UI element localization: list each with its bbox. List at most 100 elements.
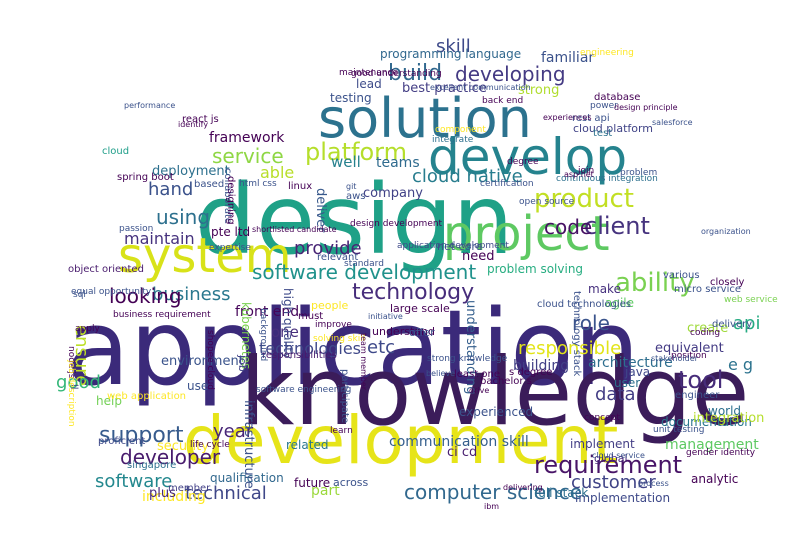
word: various	[663, 270, 700, 281]
word: system	[118, 228, 292, 284]
word: skill	[436, 36, 471, 57]
word: teams	[376, 155, 420, 171]
word: least one	[454, 369, 500, 380]
word: asp net	[564, 170, 594, 179]
word: web service	[724, 295, 778, 305]
word: platform	[305, 138, 407, 166]
word: java	[625, 365, 651, 379]
word: continuous integration	[556, 174, 658, 184]
word: designing	[225, 176, 236, 225]
word: cloud technologies	[537, 299, 632, 310]
word: good understanding	[351, 69, 442, 79]
word: organization	[701, 227, 751, 236]
word: delivering	[503, 483, 543, 492]
word: position	[671, 351, 707, 361]
word: hand	[148, 179, 194, 200]
word: back end	[482, 96, 524, 106]
word: react js	[182, 114, 219, 125]
word: drive	[469, 386, 490, 395]
word: problem	[620, 168, 658, 178]
word: life cycle	[190, 440, 230, 450]
word: strong	[518, 83, 560, 98]
word: singapore	[127, 460, 177, 471]
word: test	[593, 128, 613, 139]
word: support	[99, 423, 184, 448]
word: future	[294, 476, 331, 490]
word: solving skill	[313, 334, 366, 344]
word: security	[157, 439, 209, 454]
word: problem solving	[487, 262, 584, 276]
word: user	[614, 376, 641, 390]
word: integration	[693, 411, 765, 426]
word: develop	[428, 128, 628, 186]
word: global	[594, 452, 628, 465]
word: component	[435, 125, 486, 135]
word: strong knowledge	[427, 354, 508, 364]
word: s degree	[509, 367, 553, 378]
word: building	[513, 358, 570, 374]
word: help	[96, 394, 122, 408]
word: good	[56, 372, 101, 393]
word: net core	[437, 240, 483, 253]
word: coding	[690, 328, 721, 338]
word: participate	[339, 369, 350, 424]
word: excellent communication	[430, 83, 531, 92]
word: including	[142, 489, 206, 505]
word: high quality	[281, 288, 295, 360]
word: maintain	[124, 229, 195, 248]
word: customer	[571, 472, 656, 493]
word: stakeholder	[651, 354, 698, 363]
word: based	[194, 179, 225, 190]
word: job	[236, 355, 249, 372]
word: best practice	[402, 81, 487, 96]
word: must	[298, 311, 324, 322]
word: e g	[728, 355, 754, 374]
word: looking	[109, 284, 182, 308]
word: design principle	[614, 103, 678, 112]
word: large scale	[390, 302, 450, 315]
word: agile	[605, 296, 635, 310]
word: client	[584, 212, 650, 240]
word: identify	[178, 120, 209, 129]
word: knowledge	[240, 338, 750, 447]
word: aws	[346, 191, 366, 202]
word: integrate	[432, 135, 474, 145]
word: power	[590, 101, 618, 111]
word: offer	[409, 326, 435, 339]
word: engineering	[580, 48, 634, 58]
word: people	[311, 299, 349, 312]
word: developing	[455, 62, 566, 86]
word: code	[544, 215, 593, 239]
word: shortlisted candidate	[252, 225, 337, 234]
word: technical	[185, 483, 267, 504]
word: lead	[356, 77, 382, 91]
word: spring boot	[117, 172, 174, 183]
word: certification	[480, 179, 534, 189]
word: passion	[119, 224, 154, 234]
word: architecture	[588, 355, 673, 371]
word: object oriented	[68, 264, 144, 275]
word: front end	[235, 304, 300, 320]
word: application development	[397, 241, 509, 251]
word: technologies	[259, 339, 361, 358]
word: sql	[73, 290, 86, 300]
word: business requirement	[113, 310, 211, 320]
word: engineer	[675, 390, 720, 401]
word: process	[638, 479, 669, 488]
word: plus	[149, 486, 176, 501]
word: understanding	[463, 300, 478, 395]
word: html css	[239, 179, 277, 189]
word: responsibilities	[262, 350, 337, 361]
word: responsible	[518, 338, 622, 359]
word: role	[572, 311, 610, 335]
word: design	[195, 164, 514, 276]
word: solution	[318, 87, 532, 150]
word: job description	[66, 360, 76, 427]
word: api	[733, 313, 761, 334]
word: provide	[294, 238, 362, 259]
word: technology stack	[571, 291, 582, 377]
word: git	[346, 182, 357, 191]
word: experienced	[459, 405, 534, 419]
word: join	[578, 166, 595, 176]
